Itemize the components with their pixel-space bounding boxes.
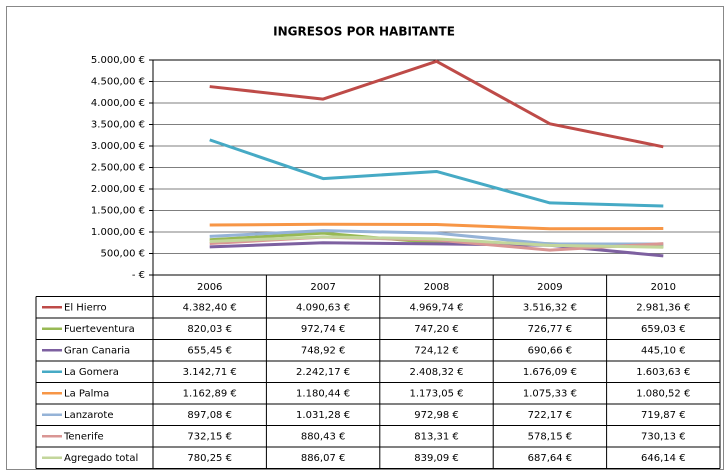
y-tick-label: 1.500,00 € — [91, 206, 145, 217]
data-label: 730,13 € — [641, 431, 686, 442]
data-label: 690,66 € — [528, 345, 573, 356]
data-label: 897,08 € — [187, 410, 232, 421]
y-tick-label: 4.500,00 € — [91, 77, 145, 88]
data-label: 4.090,63 € — [296, 302, 350, 313]
data-label: 445,10 € — [641, 345, 686, 356]
series-line — [209, 138, 664, 208]
data-label: 1.031,28 € — [296, 410, 350, 421]
data-label: 4.969,74 € — [409, 302, 463, 313]
x-tick-label: 2008 — [424, 282, 449, 293]
data-label: 1.080,52 € — [636, 388, 690, 399]
legend-label: La Gomera — [64, 367, 119, 378]
data-label: 1.603,63 € — [636, 367, 690, 378]
data-label: 1.180,44 € — [296, 388, 350, 399]
legend-label: El Hierro — [64, 302, 107, 313]
y-tick-label: 5.000,00 € — [91, 55, 145, 66]
data-label: 726,77 € — [528, 324, 573, 335]
data-label: 687,64 € — [528, 453, 573, 464]
data-label: 578,15 € — [528, 431, 573, 442]
data-label: 4.382,40 € — [183, 302, 237, 313]
y-tick-label: 500,00 € — [100, 249, 145, 260]
data-label: 747,20 € — [414, 324, 459, 335]
data-label: 2.981,36 € — [636, 302, 690, 313]
data-label: 813,31 € — [414, 431, 459, 442]
x-tick-label: 2007 — [310, 282, 335, 293]
data-label: 2.242,17 € — [296, 367, 350, 378]
x-tick-label: 2010 — [651, 282, 676, 293]
x-tick-label: 2006 — [197, 282, 222, 293]
data-label: 722,17 € — [528, 410, 573, 421]
data-label: 748,92 € — [301, 345, 346, 356]
y-tick-label: 3.500,00 € — [91, 120, 145, 131]
data-label: 655,45 € — [187, 345, 232, 356]
data-label: 3.516,32 € — [523, 302, 577, 313]
y-tick-label: 3.000,00 € — [91, 141, 145, 152]
legend-label: Gran Canaria — [64, 345, 130, 356]
y-tick-label: 1.000,00 € — [91, 227, 145, 238]
data-label: 972,98 € — [414, 410, 459, 421]
y-tick-label: - € — [132, 270, 145, 281]
data-label: 780,25 € — [187, 453, 232, 464]
data-label: 1.173,05 € — [409, 388, 463, 399]
legend-label: Fuerteventura — [64, 324, 135, 335]
legend-label: Tenerife — [63, 431, 104, 442]
series-line — [209, 222, 664, 231]
data-label: 719,87 € — [641, 410, 686, 421]
data-label: 1.676,09 € — [523, 367, 577, 378]
data-label: 646,14 € — [641, 453, 686, 464]
data-label: 839,09 € — [414, 453, 459, 464]
data-label: 732,15 € — [187, 431, 232, 442]
series-line — [209, 59, 664, 149]
legend-label: Lanzarote — [64, 410, 114, 421]
y-tick-label: 4.000,00 € — [91, 98, 145, 109]
data-label: 3.142,71 € — [183, 367, 237, 378]
data-label: 886,07 € — [301, 453, 346, 464]
series-line — [209, 229, 664, 246]
legend-label: La Palma — [64, 388, 109, 399]
chart-title: INGRESOS POR HABITANTE — [273, 25, 455, 39]
x-tick-label: 2009 — [537, 282, 562, 293]
data-label: 972,74 € — [301, 324, 346, 335]
data-label: 880,43 € — [301, 431, 346, 442]
y-tick-label: 2.500,00 € — [91, 163, 145, 174]
data-label: 659,03 € — [641, 324, 686, 335]
data-label: 1.162,89 € — [183, 388, 237, 399]
legend-label: Agregado total — [64, 453, 138, 464]
data-label: 1.075,33 € — [523, 388, 577, 399]
data-label: 2.408,32 € — [409, 367, 463, 378]
data-label: 820,03 € — [187, 324, 232, 335]
y-tick-label: 2.000,00 € — [91, 184, 145, 195]
data-label: 724,12 € — [414, 345, 459, 356]
series-line — [209, 235, 664, 249]
